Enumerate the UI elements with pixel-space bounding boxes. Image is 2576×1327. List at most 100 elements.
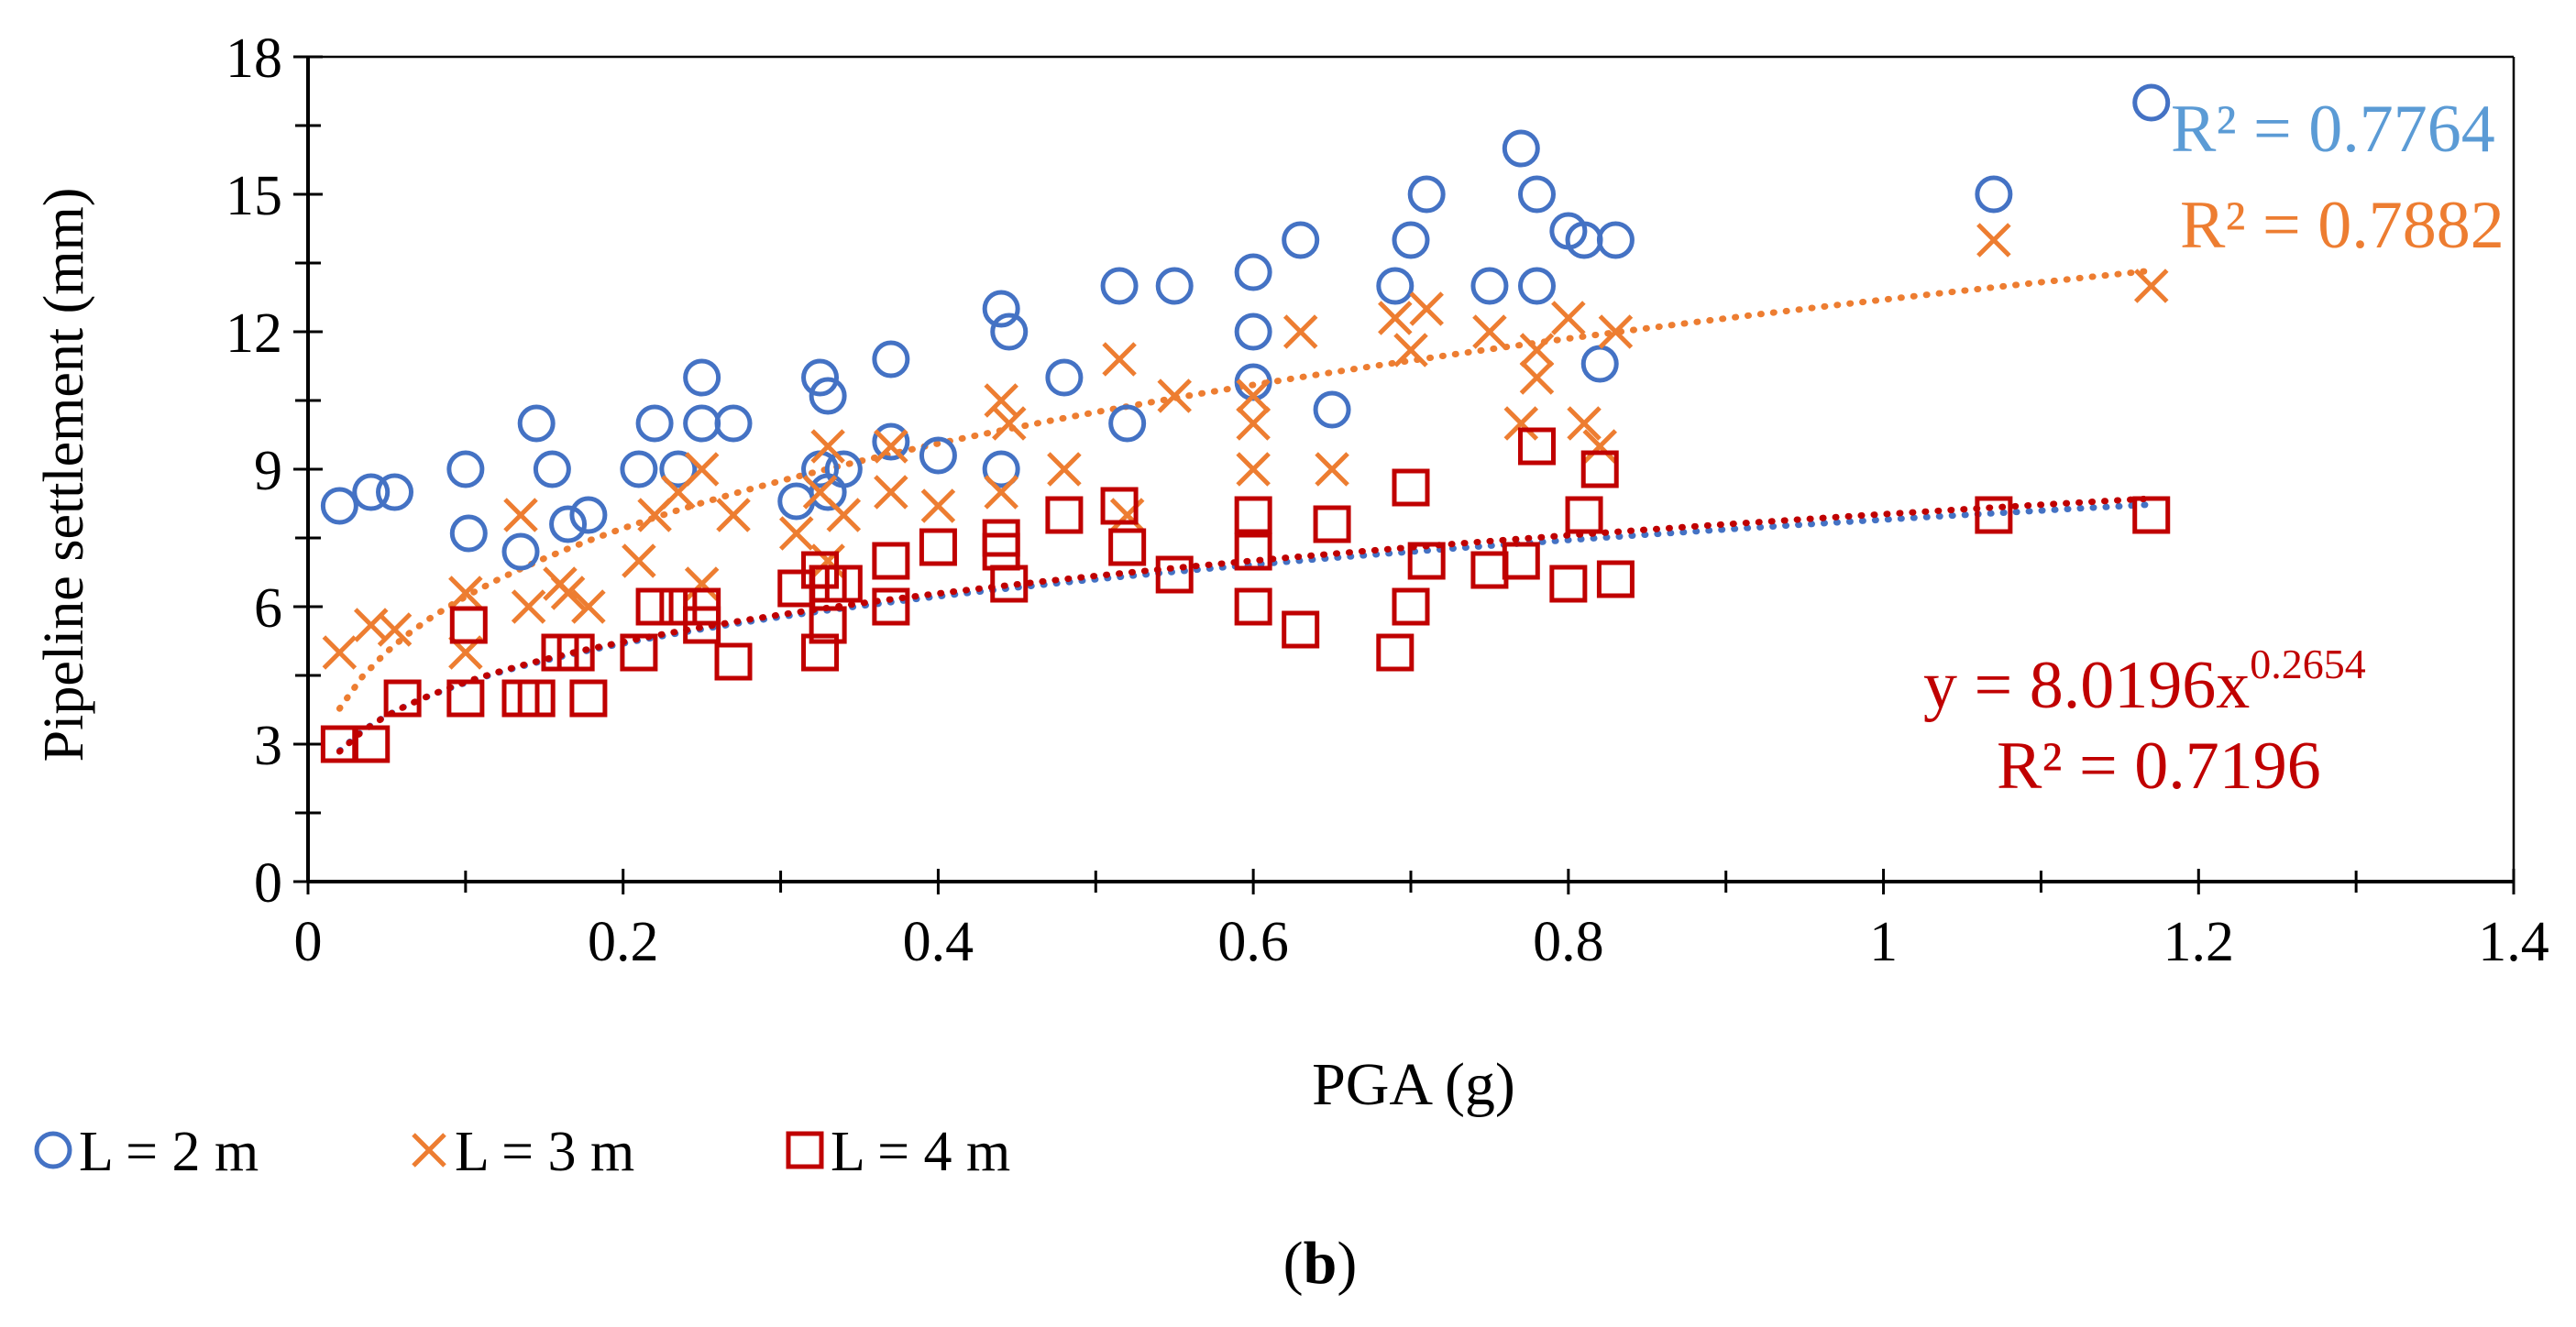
data-point-series-3 [1407,542,1446,580]
y-tick-label: 6 [254,577,282,640]
x-axis-label: PGA (g) [1312,1051,1515,1118]
equation-annotation-l4: y = 8.0196x0.2654 [1923,641,2366,723]
data-point-series-3 [872,587,910,626]
data-point-series-3 [1108,528,1147,566]
data-point-series-3 [1234,587,1272,626]
data-point-series-1 [919,436,957,475]
data-point-series-2 [1409,291,1444,326]
x-tick-label: 1 [1869,911,1898,973]
r2-annotation-l2: R² = 0.7764 [2171,92,2495,167]
data-point-series-2 [874,429,908,464]
data-point-series-1 [1376,267,1415,305]
y-tick-label: 3 [254,715,282,777]
data-point-series-2 [322,635,358,670]
y-axis-label: Pipeline settlement (mm) [33,188,95,762]
data-point-series-3 [352,725,391,763]
data-point-series-2 [2133,269,2169,303]
data-point-series-1 [533,450,571,488]
data-point-series-3 [1549,565,1588,603]
trendline-series-1 [336,501,2155,754]
data-point-series-1 [872,340,910,378]
data-point-series-3 [1596,560,1635,598]
data-point-series-3 [683,606,721,644]
legend-label-series-3: L = 4 m [831,1121,1010,1183]
data-point-series-3 [1282,610,1320,649]
data-point-series-3 [1313,505,1351,543]
data-point-series-2 [1519,333,1555,367]
data-point-series-3 [801,633,840,672]
data-point-series-1 [501,532,540,571]
data-point-series-3 [1565,496,1603,534]
x-tick-label: 0.2 [588,911,659,973]
legend-marker-series-3 [786,1131,824,1169]
data-point-series-1 [1234,253,1272,291]
data-point-series-1 [809,473,847,511]
data-point-series-3 [1502,542,1540,580]
data-point-series-2 [991,406,1027,441]
data-point-series-1 [1234,313,1272,351]
data-point-series-3 [449,606,488,644]
data-point-series-3 [1392,468,1430,507]
y-tick-label: 12 [226,302,282,365]
data-point-series-2 [377,612,413,647]
data-point-series-1 [1596,221,1635,259]
data-point-series-1 [824,450,863,488]
data-point-series-3 [982,519,1020,557]
data-point-series-1 [1155,267,1194,305]
data-point-series-1 [446,450,485,488]
data-point-series-2 [571,589,606,624]
data-point-series-3 [801,551,840,589]
r2-annotation-l4: R² = 0.7196 [1997,729,2321,804]
data-point-series-1 [376,473,414,511]
data-point-series-1 [1975,175,2013,214]
data-point-series-3 [824,565,863,603]
data-point-series-1 [982,290,1020,328]
data-point-series-2 [503,498,538,532]
data-point-series-1 [635,404,674,443]
data-point-series-1 [1517,175,1556,214]
data-point-series-3 [872,542,910,580]
data-point-series-2 [1519,360,1555,395]
legend-label-series-2: L = 3 m [455,1121,634,1183]
x-tick-label: 0 [294,911,323,973]
data-point-series-1 [620,450,658,488]
data-point-series-1 [1313,390,1351,429]
legend-label-series-1: L = 2 m [79,1121,259,1183]
data-point-series-2 [1393,333,1428,367]
panel-label-text: (b) [1283,1230,1358,1297]
data-point-series-1 [1517,267,1556,305]
panel-label-paren-open: ( [1283,1230,1304,1297]
data-point-series-3 [982,532,1020,571]
data-point-series-3 [1045,496,1084,534]
data-point-series-3 [1975,496,2013,534]
y-tick-label: 18 [226,27,282,90]
data-point-series-1 [872,422,910,461]
data-point-series-2 [1551,301,1586,335]
data-point-series-1 [809,377,847,415]
equation-exponent: 0.2654 [2250,641,2366,687]
data-point-series-1 [569,496,608,534]
data-point-series-1 [982,450,1020,488]
data-point-series-1 [1045,358,1084,397]
data-point-series-3 [1376,633,1415,672]
data-point-series-1 [517,404,556,443]
data-point-series-3 [635,587,674,626]
data-point-series-1 [549,505,588,543]
data-point-series-2 [684,566,720,601]
data-point-series-3 [1392,587,1430,626]
trendlines [336,267,2155,755]
data-point-series-2 [1047,452,1082,487]
trendline-series-3 [336,495,2155,755]
data-point-series-2 [622,543,656,578]
data-point-series-1 [1108,404,1147,443]
data-point-series-3 [383,679,422,718]
data-point-series-2 [1503,406,1539,441]
x-ticks: 0 0.2 0.4 0.6 0.8 1 1.2 1.4 [294,869,2549,973]
data-point-series-2 [1582,429,1617,464]
data-point-series-3 [1155,555,1194,594]
data-point-series-1 [714,404,753,443]
data-point-series-3 [990,565,1029,603]
data-point-series-1 [449,514,488,553]
panel-label: (b) [1283,1230,1358,1297]
